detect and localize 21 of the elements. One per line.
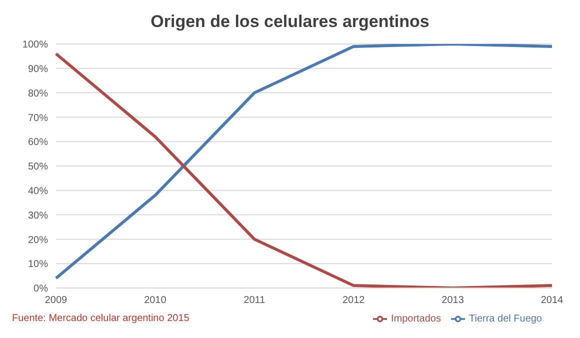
source-note: Fuente: Mercado celular argentino 2015: [12, 313, 190, 324]
x-tick-label: 2013: [442, 295, 464, 306]
x-tick-label: 2012: [342, 295, 366, 306]
x-tick-label: 2014: [540, 295, 564, 306]
y-tick-label: 10%: [28, 259, 48, 270]
y-tick-label: 60%: [28, 137, 48, 148]
x-tick-label: 2010: [144, 295, 167, 306]
y-tick-label: 20%: [28, 234, 48, 246]
legend-label: Importados: [390, 314, 441, 325]
y-tick-label: 70%: [28, 112, 48, 124]
y-tick-label: 100%: [22, 40, 48, 51]
y-tick-label: 30%: [28, 210, 48, 222]
chart-title: Origen de los celulares argentinos: [150, 11, 430, 33]
y-tick-label: 80%: [28, 88, 48, 100]
x-tick-label: 2009: [44, 295, 68, 306]
legend-label: Tierra del Fuego: [469, 314, 542, 325]
y-tick-label: 40%: [28, 186, 48, 197]
x-tick-label: 2011: [244, 295, 266, 306]
y-tick-label: 90%: [28, 64, 48, 75]
y-tick-label: 50%: [28, 162, 48, 173]
y-tick-label: 0%: [34, 284, 48, 295]
